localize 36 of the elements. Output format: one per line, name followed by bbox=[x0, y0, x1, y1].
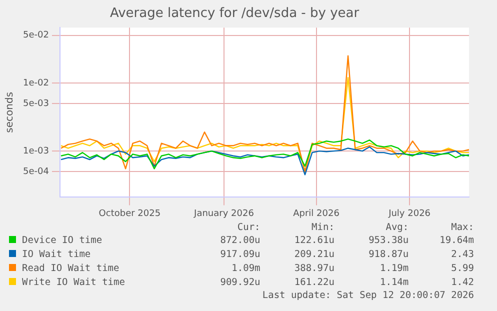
y-tick-label: 5e-03 bbox=[22, 98, 49, 109]
text: 1.14m bbox=[379, 276, 410, 290]
text: 1.42 bbox=[450, 276, 475, 290]
text: 1.19m bbox=[379, 262, 410, 276]
text: Max: bbox=[450, 222, 475, 234]
x-tick-label: April 2026 bbox=[293, 208, 340, 219]
x-tick-label: October 2025 bbox=[98, 208, 161, 219]
x-tick-label: January 2026 bbox=[193, 208, 254, 219]
text: 122.61u bbox=[293, 234, 336, 248]
text: 19.64m bbox=[438, 234, 475, 248]
text: 953.38u bbox=[368, 234, 410, 248]
text: Cur: bbox=[236, 222, 262, 234]
y-tick-label: 5e-02 bbox=[22, 30, 49, 41]
text: 161.22u bbox=[293, 276, 336, 290]
text: 909.92u bbox=[219, 276, 262, 290]
text: 5.99 bbox=[450, 262, 475, 276]
text: 917.09u bbox=[219, 248, 262, 262]
text: Avg: bbox=[384, 222, 410, 234]
text: 872.00u bbox=[219, 234, 262, 248]
y-tick-label: 5e-04 bbox=[22, 166, 50, 177]
text: Min: bbox=[310, 222, 336, 234]
legend-label: Write IO Wait time bbox=[22, 277, 125, 288]
chart-title: Average latency for /dev/sda - by year bbox=[110, 6, 360, 22]
y-axis-title: seconds bbox=[4, 92, 16, 133]
y-tick-label: 1e-02 bbox=[22, 78, 49, 88]
y-tick-label: 1e-03 bbox=[22, 146, 49, 156]
legend-label: Read IO Wait time bbox=[22, 263, 120, 274]
text: 1.09m bbox=[230, 262, 262, 276]
x-tick-label: July 2026 bbox=[388, 208, 431, 219]
legend-label: Device IO time bbox=[22, 235, 102, 246]
text: 388.97u bbox=[293, 262, 336, 276]
text: Last update: Sat Sep 12 20:00:07 2026 bbox=[261, 290, 475, 302]
text: 918.87u bbox=[368, 248, 410, 262]
legend-label: IO Wait time bbox=[22, 249, 91, 260]
text: 2.43 bbox=[450, 248, 475, 262]
text: 209.21u bbox=[293, 248, 336, 262]
